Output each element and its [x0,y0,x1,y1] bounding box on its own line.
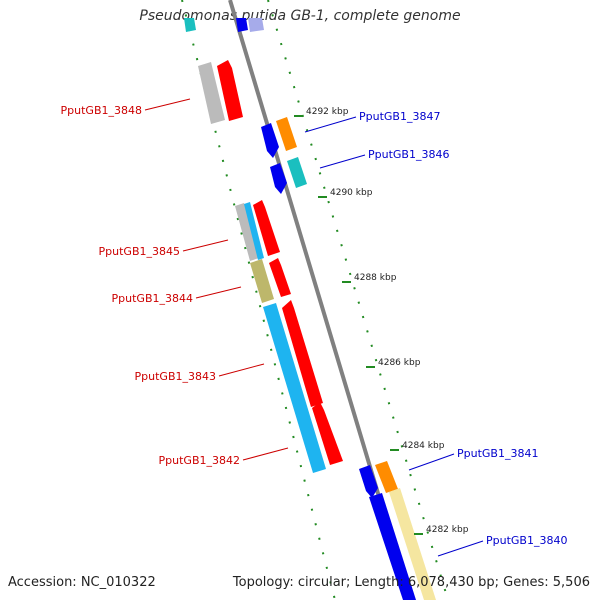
scale-label: 4290 kbp [330,188,373,198]
gene-arrow [312,402,343,465]
gene-label[interactable]: PputGB1_3841 [457,447,538,460]
genome-summary: Topology: circular; Length: 6,078,430 bp… [232,575,590,590]
scale-label: 4284 kbp [402,441,445,451]
gene-label[interactable]: PputGB1_3846 [368,148,449,161]
gene-arrow [244,202,264,260]
gene-arrow [184,18,196,32]
gene-arrow [250,259,274,303]
gene-arrow [375,461,398,493]
scale-track [267,0,449,600]
gene-arrow [253,200,280,256]
gene-label-leader [242,447,289,461]
scale-label: 4286 kbp [378,358,421,368]
gene-label[interactable]: PputGB1_3842 [159,454,240,467]
gene-labels: PputGB1_3848 PputGB1_3845 PputGB1_3844 Pput… [61,98,567,557]
accession-text: Accession: NC_010322 [8,575,156,590]
gene-label-leader [437,540,484,557]
scale-label: 4288 kbp [354,273,397,283]
gene-label[interactable]: PputGB1_3847 [359,110,440,123]
gene-label[interactable]: PputGB1_3840 [486,534,567,547]
gene-label-leader [304,116,357,133]
gene-arrow [236,18,248,32]
gene-arrow [359,465,378,498]
gene-arrow [217,60,243,121]
gene-label[interactable]: PputGB1_3848 [61,104,142,117]
gene-arrow [270,163,287,194]
gene-arrow [235,203,259,261]
gene-arrow [369,493,416,600]
gene-arrow [261,123,279,158]
gene-label-leader [182,239,229,252]
gene-arrow [389,488,436,600]
gene-arrow [276,117,297,151]
gene-label-leader [195,286,242,299]
gene-arrow [287,157,307,188]
gene-label-leader [218,363,265,377]
gene-label[interactable]: PputGB1_3844 [112,292,193,305]
gene-label[interactable]: PputGB1_3845 [99,245,180,258]
gene-arrow [263,303,326,473]
gene-label-leader [408,453,455,471]
gene-label-leader [319,154,366,169]
map-title: Pseudomonas putida GB-1, complete genome [139,8,461,24]
gene-arrow [269,258,291,297]
gene-label[interactable]: PputGB1_3843 [135,370,216,383]
gene-arrow [282,300,323,407]
scale-label: 4292 kbp [306,107,349,117]
scale-ticks: 4292 kbp 4290 kbp 4288 kbp 4286 kbp 4284 kbp… [294,107,469,535]
scale-label: 4282 kbp [426,525,469,535]
gene-arrow [248,18,264,32]
gene-arrow [198,62,225,124]
gene-label-leader [144,98,191,111]
